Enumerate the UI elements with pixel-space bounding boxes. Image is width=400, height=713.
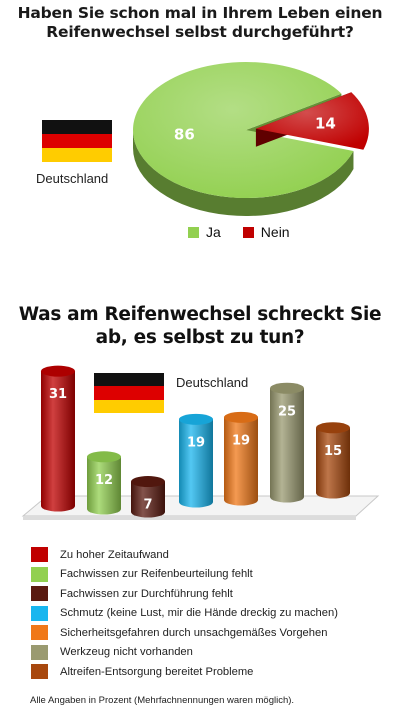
legend-label: Nein bbox=[260, 224, 290, 240]
pie-chart-title: Haben Sie schon mal in Ihrem Leben einen… bbox=[17, 4, 383, 41]
bar-1: 31 bbox=[41, 365, 75, 512]
pie-slice-label: 14 bbox=[315, 114, 336, 132]
legend-swatch bbox=[31, 664, 48, 680]
pie-slice-top bbox=[255, 92, 369, 150]
bar-value-label: 19 bbox=[232, 433, 250, 448]
legend-label: Werkzeug nicht vorhanden bbox=[60, 646, 193, 659]
legend-item-nein: Nein bbox=[242, 224, 290, 240]
pie-slice-nein: 14 bbox=[255, 92, 369, 150]
pie-country-label: Deutschland bbox=[36, 171, 109, 186]
legend-item-ja: Ja bbox=[188, 224, 221, 240]
bar-top bbox=[131, 476, 165, 488]
bar-body bbox=[41, 371, 75, 512]
legend-item: Fachwissen zur Durchführung fehlt bbox=[31, 584, 338, 604]
legend-swatch bbox=[31, 566, 48, 582]
bar-6: 25 bbox=[270, 382, 304, 503]
bar-top bbox=[87, 451, 121, 463]
bar-value-label: 31 bbox=[49, 387, 67, 402]
pie-slice-side bbox=[133, 130, 354, 216]
legend-swatch bbox=[31, 625, 48, 641]
legend-label: Zu hoher Zeitaufwand bbox=[60, 548, 169, 561]
germany-flag bbox=[94, 373, 164, 413]
bar-body bbox=[131, 481, 165, 518]
legend-label: Fachwissen zur Reifenbeurteilung fehlt bbox=[60, 568, 253, 581]
bar-3: 7 bbox=[131, 476, 165, 518]
pie-slice-label: 86 bbox=[174, 126, 195, 144]
bar-value-label: 7 bbox=[143, 498, 152, 513]
bar-legend: Zu hoher Zeitaufwand Fachwissen zur Reife… bbox=[31, 545, 338, 682]
legend-item: Schmutz (keine Lust, mir die Hände dreck… bbox=[31, 604, 338, 624]
pie-chart: 86 14 bbox=[133, 61, 369, 216]
bar-body bbox=[224, 417, 258, 506]
legend-item: Werkzeug nicht vorhanden bbox=[31, 643, 338, 663]
bar-value-label: 25 bbox=[278, 404, 296, 419]
bar-top bbox=[224, 411, 258, 423]
bar-body bbox=[179, 419, 213, 508]
legend-swatch bbox=[242, 226, 254, 238]
legend-swatch bbox=[31, 605, 48, 621]
bar-body bbox=[270, 388, 304, 503]
bar-body bbox=[316, 427, 350, 499]
footnote: Alle Angaben in Prozent (Mehrfachnennung… bbox=[30, 695, 295, 706]
bar-5: 19 bbox=[224, 411, 258, 506]
legend-swatch bbox=[31, 644, 48, 660]
legend-item: Altreifen-Entsorgung bereitet Probleme bbox=[31, 662, 338, 682]
legend-swatch bbox=[31, 586, 48, 602]
germany-flag bbox=[42, 120, 112, 162]
bar-4: 19 bbox=[179, 413, 213, 508]
pie-legend: Ja Nein bbox=[188, 224, 290, 240]
bar-country-label: Deutschland bbox=[176, 375, 249, 390]
bar-top bbox=[316, 422, 350, 434]
legend-label: Sicherheitsgefahren durch unsachgemäßes … bbox=[60, 626, 328, 639]
bar-top bbox=[179, 413, 213, 425]
chart-floor-edge bbox=[23, 516, 356, 520]
legend-swatch bbox=[188, 226, 199, 238]
legend-item: Zu hoher Zeitaufwand bbox=[31, 545, 338, 565]
legend-item: Fachwissen zur Reifenbeurteilung fehlt bbox=[31, 565, 338, 585]
bar-value-label: 15 bbox=[324, 444, 342, 459]
bar-7: 15 bbox=[316, 422, 350, 499]
bar-chart-title: Was am Reifenwechsel schreckt Sie ab, es… bbox=[18, 304, 382, 348]
bar-body bbox=[87, 456, 121, 515]
bar-2: 12 bbox=[87, 451, 121, 515]
bar-value-label: 12 bbox=[95, 473, 113, 488]
legend-swatch bbox=[31, 547, 48, 563]
legend-label: Schmutz (keine Lust, mir die Hände dreck… bbox=[60, 607, 338, 620]
legend-item: Sicherheitsgefahren durch unsachgemäßes … bbox=[31, 623, 338, 643]
bar-value-label: 19 bbox=[187, 435, 205, 450]
legend-label: Ja bbox=[206, 224, 221, 240]
bar-top bbox=[270, 382, 304, 394]
legend-label: Altreifen-Entsorgung bereitet Probleme bbox=[60, 665, 254, 678]
legend-label: Fachwissen zur Durchführung fehlt bbox=[60, 587, 233, 600]
bar-top bbox=[41, 365, 75, 377]
pie-slice-top bbox=[133, 61, 354, 198]
